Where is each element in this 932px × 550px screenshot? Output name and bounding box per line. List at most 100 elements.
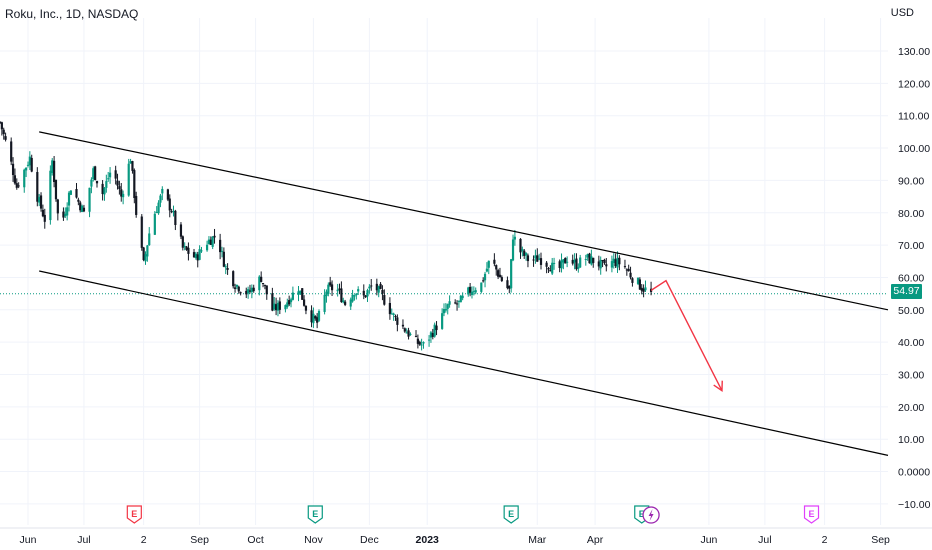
candle-body [213,235,216,238]
candle-body [148,233,151,246]
candle-body [118,186,121,190]
candle-body [39,195,43,209]
candle-body [211,236,214,247]
candle-body [207,239,211,244]
x-tick-label: Sep [190,534,209,546]
candle-body [508,285,511,289]
earnings-label: E [131,509,137,519]
candle-body [523,250,526,256]
candle-body [605,264,608,267]
time-axis[interactable]: Jun Jul 2 Sep Oct Nov Dec 2023 Mar Apr Jun Jul 2 Sep [0,527,932,546]
candle-body [325,291,328,297]
price-axis[interactable]: 130.00 120.00 110.00 100.00 90.00 80.00 70.00 6… [898,46,931,511]
candle-body [547,268,550,270]
candle-body [2,129,5,135]
x-tick-label: Dec [360,534,379,546]
candle-body [448,301,451,305]
candle-body [51,160,54,174]
candle-body [30,157,33,172]
candle-body [558,261,561,268]
candle-body [278,301,281,310]
candle-body [53,160,56,183]
candle-body [588,253,591,264]
candle-body [114,170,117,179]
last-price-label: 54.97 [891,284,922,299]
candle-body [49,170,52,221]
candle-body [170,211,173,213]
y-tick-label: −10.00 [898,499,931,511]
candle-body [330,284,334,291]
candle-body [64,213,67,217]
candle-body [0,121,2,123]
candle-body [394,316,397,318]
candle-body [316,317,319,323]
forecast-arrow-line [650,279,723,391]
x-tick-label: Jun [700,534,717,546]
candle-body [497,270,500,277]
candle-body [375,283,378,291]
candle-body [495,265,498,270]
candle-body [485,268,489,272]
y-tick-label: 10.00 [898,434,924,446]
candle-body [381,289,384,294]
earnings-label: E [809,509,815,519]
candle-body [551,262,554,274]
candle-body [41,209,45,217]
candle-body [107,178,110,180]
candle-body [187,247,190,254]
candle-body [314,316,317,319]
y-tick-label: 30.00 [898,370,924,382]
candle-body [200,250,203,252]
candle-body [470,291,474,295]
candle-body [273,303,276,310]
candle-body [103,187,106,195]
candle-body [0,122,3,130]
candle-body [407,330,410,337]
candle-body [275,304,278,311]
candle-body [338,288,341,290]
candle-body [90,179,93,187]
currency-label[interactable]: USD [890,7,914,19]
earnings-label: E [639,509,645,519]
candle-body [416,338,419,344]
candle-body [105,181,108,188]
candle-body [235,284,239,287]
candle-body [545,262,548,267]
candle-body [260,276,263,282]
candle-body [571,259,574,264]
candle-body [379,283,382,289]
x-tick-label: Jul [77,534,90,546]
candle-body [469,286,472,293]
candle-body [532,259,535,261]
candle-body [446,304,449,309]
candle-body [25,167,28,171]
y-tick-label: 40.00 [898,337,924,349]
candle-body [299,290,302,294]
candle-body [457,300,461,302]
candle-body [28,156,31,166]
candle-body [344,301,347,305]
candle-body [552,262,556,264]
grid-lines [0,18,888,525]
candle-body [562,259,565,263]
candle-body [418,341,421,345]
candle-body [62,211,65,218]
candle-body [422,342,425,344]
candle-body [131,161,134,171]
candle-body [390,313,393,315]
candle-body [284,305,287,310]
candle-body [364,295,367,298]
candle-body [140,216,143,248]
x-tick-label: 2 [141,534,147,546]
candle-body [289,299,293,303]
y-tick-label: 20.00 [898,402,924,414]
candle-body [192,252,196,258]
candle-body [271,293,274,311]
candle-body [108,172,112,178]
candle-body [172,211,175,213]
candle-body [224,266,227,268]
candle-body [301,288,304,300]
candle-body [534,255,537,259]
